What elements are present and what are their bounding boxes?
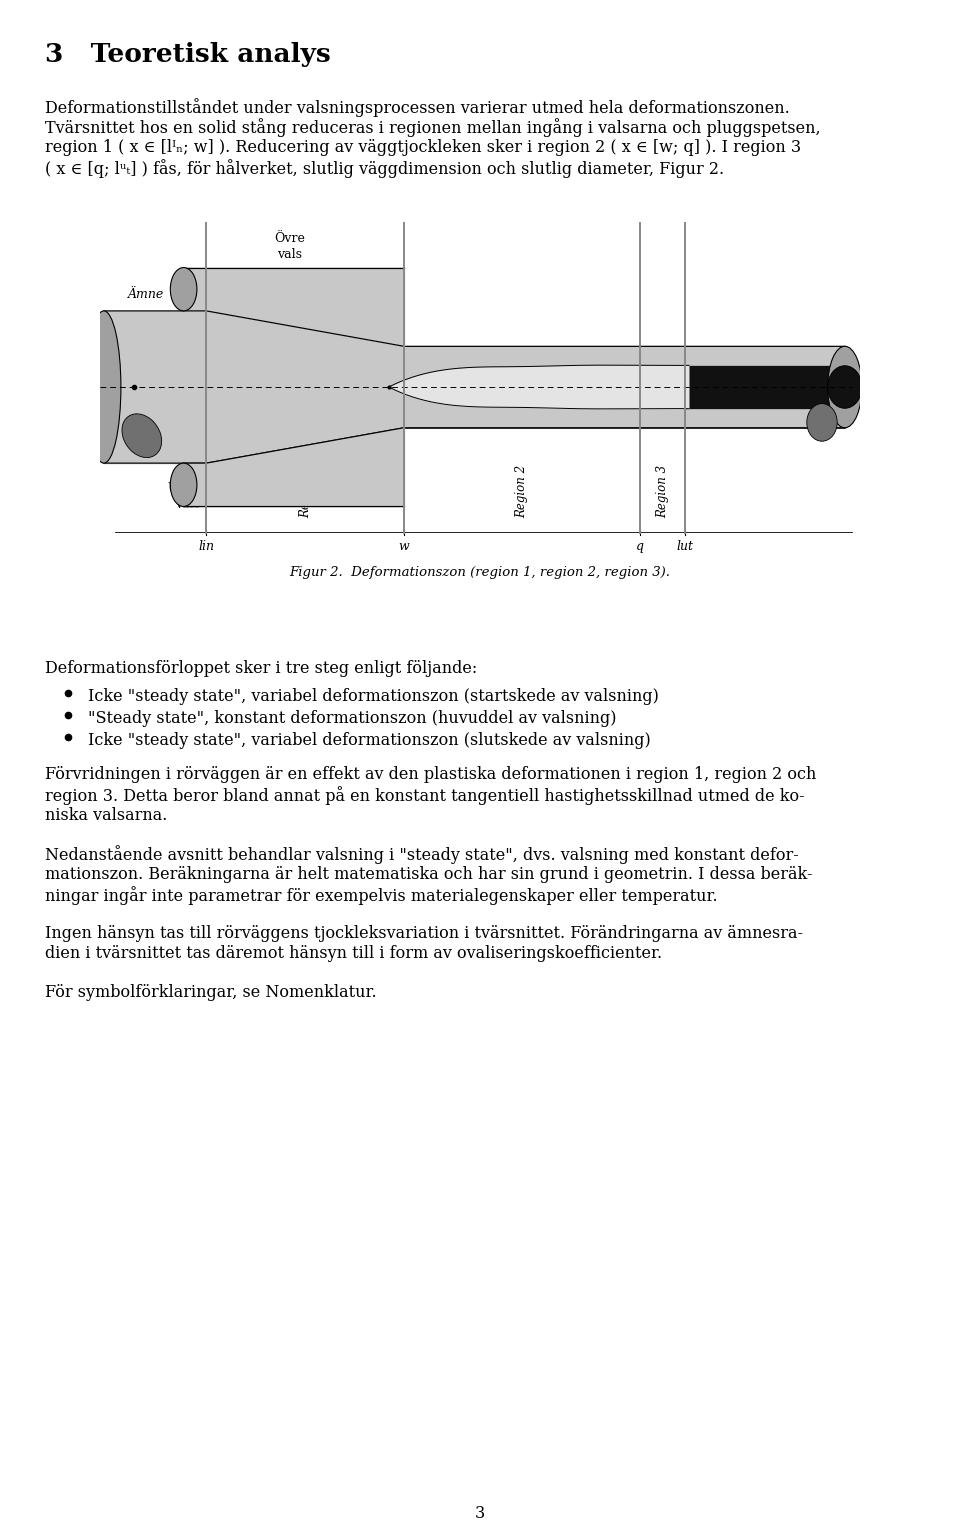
Ellipse shape <box>828 346 862 428</box>
Text: Deformationsförloppet sker i tre steg enligt följande:: Deformationsförloppet sker i tre steg en… <box>45 660 477 677</box>
Text: Plugg: Plugg <box>492 380 529 394</box>
Text: region 3. Detta beror bland annat på en konstant tangentiell hastighetsskillnad : region 3. Detta beror bland annat på en … <box>45 786 804 805</box>
Text: Ingen hänsyn tas till rörväggens tjockleksvariation i tvärsnittet. Förändringarn: Ingen hänsyn tas till rörväggens tjockle… <box>45 925 803 942</box>
Text: w: w <box>398 540 409 553</box>
Text: Tvärsnittet hos en solid stång reduceras i regionen mellan ingång i valsarna och: Tvärsnittet hos en solid stång reduceras… <box>45 119 821 137</box>
Text: dien i tvärsnittet tas däremot hänsyn till i form av ovaliseringskoefficienter.: dien i tvärsnittet tas däremot hänsyn ti… <box>45 945 662 962</box>
Ellipse shape <box>122 414 161 457</box>
Text: ( x ∈ [q; lᵘₜ] ) fås, för hålverket, slutlig väggdimension och slutlig diameter,: ( x ∈ [q; lᵘₜ] ) fås, för hålverket, slu… <box>45 160 724 179</box>
Text: För symbolförklaringar, se Nomenklatur.: För symbolförklaringar, se Nomenklatur. <box>45 983 376 1000</box>
Text: "Steady state", konstant deformationszon (huvuddel av valsning): "Steady state", konstant deformationszon… <box>88 709 616 726</box>
Text: Undre
vals: Undre vals <box>167 482 207 511</box>
Text: ningar ingår inte parametrar för exempelvis materialegenskaper eller temperatur.: ningar ingår inte parametrar för exempel… <box>45 886 718 905</box>
Text: Nedanstående avsnitt behandlar valsning i "steady state", dvs. valsning med kons: Nedanstående avsnitt behandlar valsning … <box>45 845 799 865</box>
Text: mationszon. Beräkningarna är helt matematiska och har sin grund i geometrin. I d: mationszon. Beräkningarna är helt matema… <box>45 866 812 883</box>
Text: Övre
vals: Övre vals <box>275 232 305 262</box>
Text: region 1 ( x ∈ [lᴵₙ; w] ). Reducering av väggtjockleken sker i region 2 ( x ∈ [w: region 1 ( x ∈ [lᴵₙ; w] ). Reducering av… <box>45 139 802 155</box>
Text: 3   Teoretisk analys: 3 Teoretisk analys <box>45 42 331 68</box>
Text: q: q <box>636 540 643 553</box>
Ellipse shape <box>170 268 197 311</box>
Ellipse shape <box>806 403 837 442</box>
Text: lut: lut <box>677 540 694 553</box>
Text: 3: 3 <box>475 1505 485 1522</box>
Text: niska valsarna.: niska valsarna. <box>45 806 167 823</box>
Text: Region 2: Region 2 <box>516 465 528 517</box>
Text: Förvridningen i rörväggen är en effekt av den plastiska deformationen i region 1: Förvridningen i rörväggen är en effekt a… <box>45 766 816 783</box>
Text: Region 3: Region 3 <box>656 465 669 517</box>
Text: Icke "steady state", variabel deformationszon (slutskede av valsning): Icke "steady state", variabel deformatio… <box>88 733 651 749</box>
Ellipse shape <box>170 463 197 506</box>
Text: Figur 2.  Deformationszon (region 1, region 2, region 3).: Figur 2. Deformationszon (region 1, regi… <box>290 566 670 579</box>
Text: Deformationstillståndet under valsningsprocessen varierar utmed hela deformation: Deformationstillståndet under valsningsp… <box>45 98 790 117</box>
Text: lin: lin <box>199 540 214 553</box>
Text: Icke "steady state", variabel deformationszon (startskede av valsning): Icke "steady state", variabel deformatio… <box>88 688 659 705</box>
Ellipse shape <box>86 311 121 463</box>
Text: Region 1: Region 1 <box>299 465 312 517</box>
Text: Ämne: Ämne <box>128 288 164 300</box>
Ellipse shape <box>828 366 862 408</box>
